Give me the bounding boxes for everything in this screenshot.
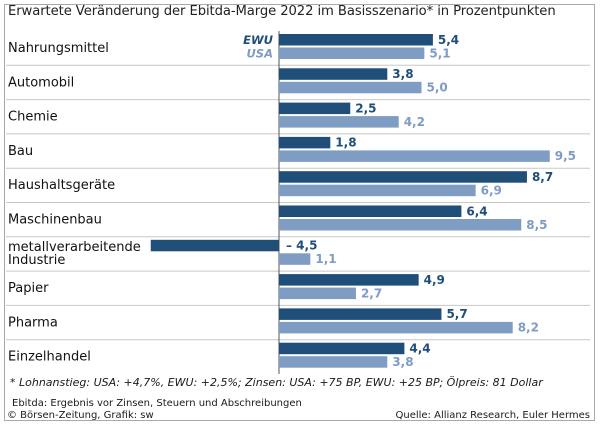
value-label: 5,7 [446,307,467,321]
bar-ewu-3 [279,136,331,149]
category-label: Industrie [8,253,65,268]
copyright: © Börsen-Zeitung, Grafik: sw [7,410,154,421]
category-label: metallverarbeitende [8,240,141,255]
source: Quelle: Allianz Research, Euler Hermes [395,410,590,421]
bar-ewu-7 [279,274,419,286]
category-label: Nahrungsmittel [8,41,109,56]
chart-frame [4,4,595,421]
bar-usa-4 [279,184,476,197]
value-label: 5,0 [427,81,448,95]
value-label: 9,5 [555,149,576,163]
category-label: Pharma [8,315,58,330]
bar-usa-3 [279,150,550,162]
value-label: 3,8 [392,67,413,81]
value-label: 4,2 [404,115,425,129]
bar-ewu-9 [279,342,405,355]
value-label: 8,7 [532,170,553,184]
bar-ewu-6 [150,239,279,252]
value-label: 4,4 [409,341,430,355]
category-label: Papier [8,281,49,296]
bar-ewu-2 [279,102,351,115]
value-label: 2,5 [355,101,376,115]
category-label: Automobil [8,75,74,90]
bar-usa-8 [279,321,513,334]
bar-usa-7 [279,287,356,300]
category-label: Bau [8,144,33,159]
bar-usa-0 [279,47,425,59]
chart-title: Erwartete Veränderung der Ebitda-Marge 2… [8,4,556,19]
value-label: 1,8 [335,136,356,150]
value-label: 2,7 [361,286,382,300]
category-label: Haushaltsgeräte [8,178,115,193]
value-label: – 4,5 [286,239,317,253]
category-label: Chemie [8,110,58,125]
category-label: Maschinenbau [8,213,102,228]
value-label: 8,2 [518,321,539,335]
value-label: 8,5 [526,218,547,232]
ebitda-definition: Ebitda: Ergebnis vor Zinsen, Steuern und… [12,398,302,409]
bar-usa-1 [279,81,422,94]
bar-ewu-4 [279,171,527,183]
bar-usa-2 [279,116,399,128]
value-label: 4,9 [424,273,445,287]
bar-ewu-1 [279,68,388,80]
value-label: 3,8 [392,355,413,369]
value-label: 6,9 [481,183,502,197]
category-label: Einzelhandel [8,350,91,365]
value-label: 5,4 [438,33,459,47]
bar-usa-5 [279,219,522,231]
bar-usa-9 [279,356,388,368]
value-label: 1,1 [315,252,336,266]
bar-ewu-0 [279,34,433,46]
legend-label: USA [246,46,273,60]
bar-ewu-5 [279,205,462,217]
footnote: * Lohnanstieg: USA: +4,7%, EWU: +2,5%; Z… [10,376,543,389]
value-label: 6,4 [466,204,487,218]
value-label: 5,1 [429,46,450,60]
bar-usa-6 [279,253,311,265]
bar-ewu-8 [279,308,442,320]
legend-label: EWU [243,33,274,47]
